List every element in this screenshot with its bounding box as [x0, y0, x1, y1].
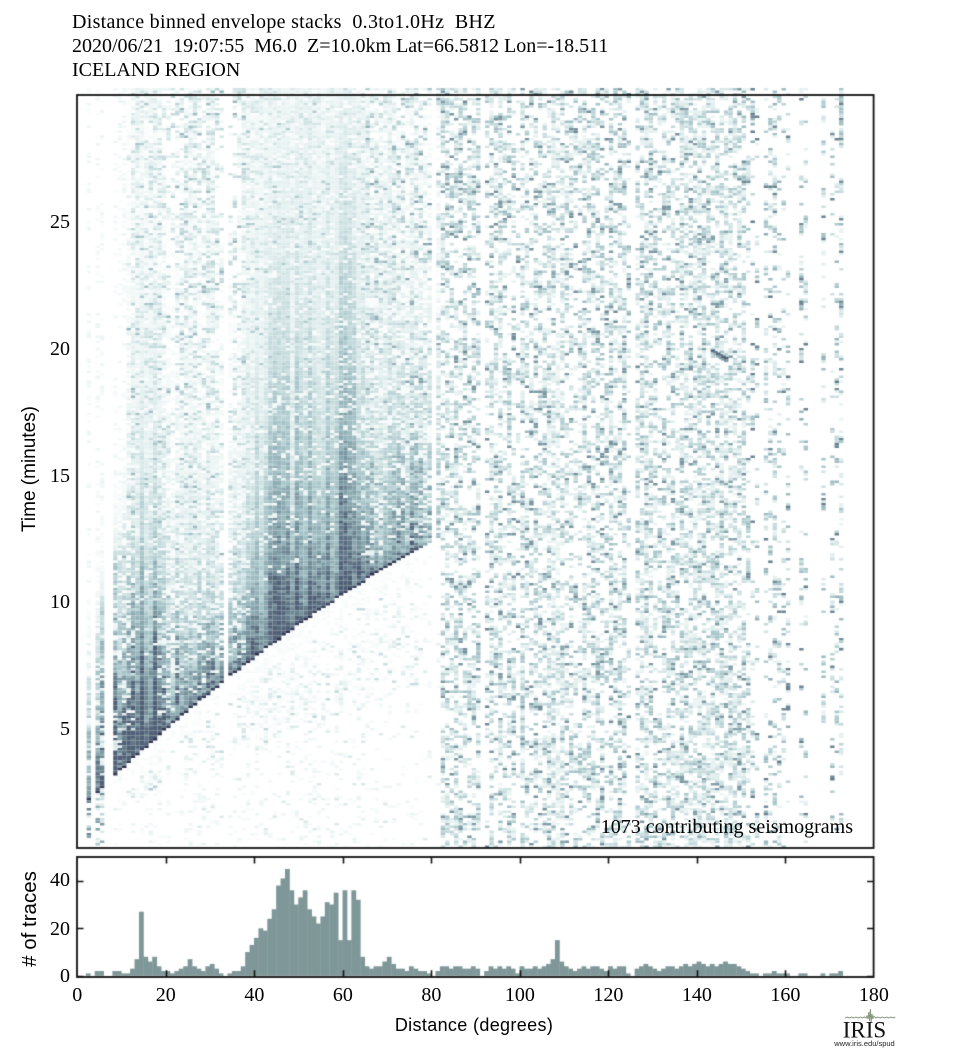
- svg-text:www.iris.edu/spud: www.iris.edu/spud: [833, 1039, 894, 1048]
- svg-text:IRIS: IRIS: [843, 1018, 886, 1043]
